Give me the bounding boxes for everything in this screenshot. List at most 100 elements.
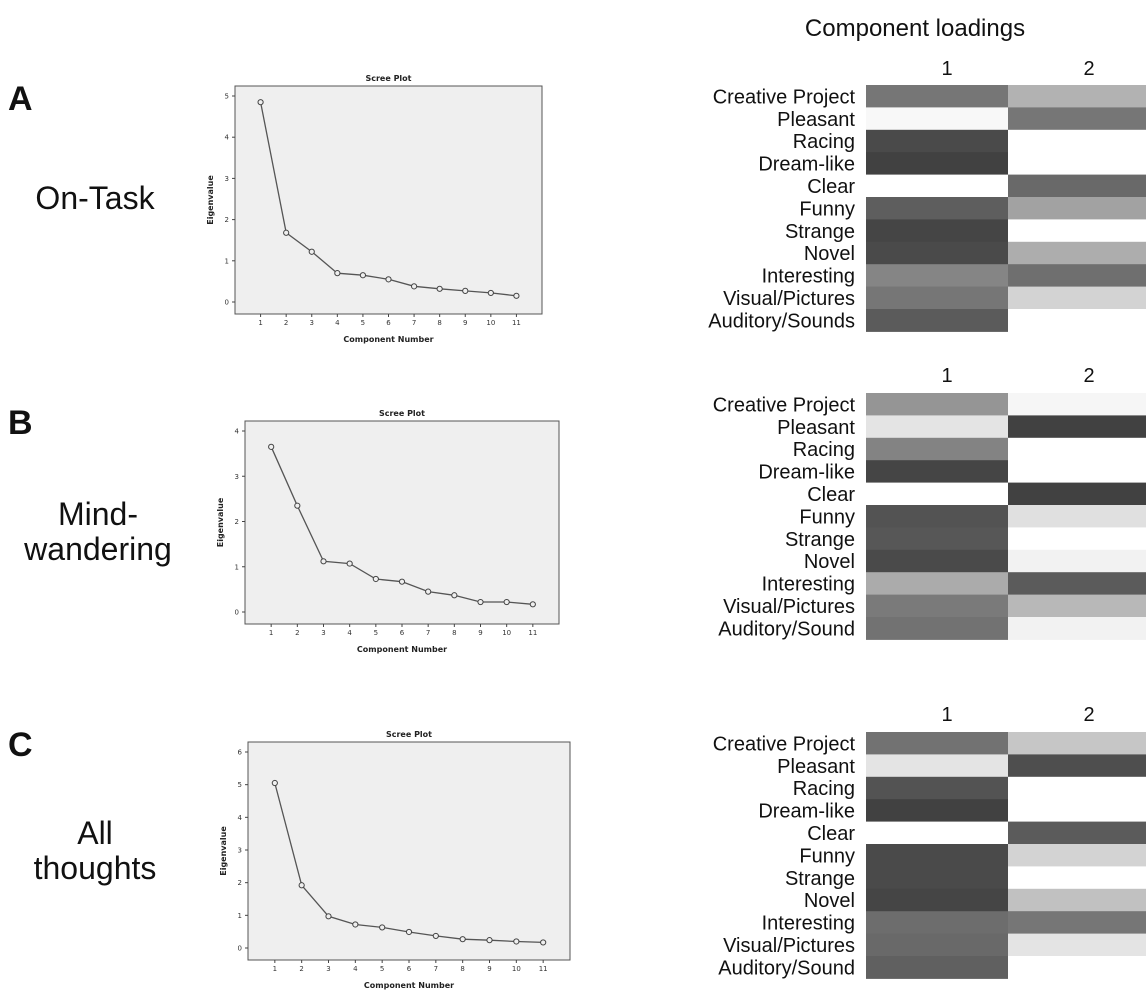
loading-cell bbox=[1008, 732, 1146, 755]
loading-cell bbox=[1008, 911, 1146, 934]
loadings-title: Component loadings bbox=[805, 15, 1025, 42]
x-tick-label: 8 bbox=[460, 965, 464, 973]
loading-cell bbox=[866, 550, 1008, 573]
y-tick-label: 4 bbox=[238, 814, 243, 822]
loading-cell bbox=[1008, 152, 1146, 175]
scree-plot: Scree Plot Component Number Eigenvalue 0 1 2 3… bbox=[219, 730, 570, 990]
loading-row-label: Clear bbox=[807, 484, 855, 506]
loading-row-label: Funny bbox=[799, 506, 855, 528]
x-tick-label: 5 bbox=[374, 629, 378, 637]
loading-row-label: Racing bbox=[793, 131, 855, 153]
loadings-heatmap: 1 2 Creative ProjectPleasantRacingDream-li… bbox=[713, 365, 1146, 640]
loading-cell bbox=[866, 287, 1008, 310]
eigenvalue-point bbox=[380, 925, 385, 930]
eigenvalue-point bbox=[530, 602, 535, 607]
panel-letter: B bbox=[8, 404, 33, 442]
y-tick-label: 5 bbox=[238, 781, 242, 789]
component-column-label: 1 bbox=[941, 365, 952, 387]
loading-cell bbox=[1008, 219, 1146, 242]
x-tick-label: 2 bbox=[299, 965, 303, 973]
condition-label: thoughts bbox=[34, 850, 157, 886]
loading-cell bbox=[866, 460, 1008, 483]
x-tick-label: 4 bbox=[353, 965, 358, 973]
loading-cell bbox=[866, 242, 1008, 265]
panel-b: B Mind-wandering Scree Plot Component Numbe… bbox=[8, 365, 1146, 654]
x-tick-label: 5 bbox=[380, 965, 384, 973]
loading-row-label: Pleasant bbox=[777, 756, 855, 778]
loading-cell bbox=[866, 844, 1008, 867]
panel-letter: A bbox=[8, 80, 33, 118]
loading-cell bbox=[1008, 264, 1146, 287]
x-tick-label: 10 bbox=[512, 965, 521, 973]
y-axis-label: Eigenvalue bbox=[206, 175, 215, 225]
x-tick-label: 10 bbox=[486, 319, 495, 327]
loadings-heatmap: 1 2 Creative ProjectPleasantRacingDream-li… bbox=[713, 704, 1146, 979]
loading-cell bbox=[866, 572, 1008, 595]
x-tick-label: 6 bbox=[386, 319, 391, 327]
loading-cell bbox=[866, 617, 1008, 640]
condition-label: On-Task bbox=[35, 180, 155, 216]
y-tick-label: 0 bbox=[238, 945, 242, 953]
loading-row-label: Novel bbox=[804, 243, 855, 265]
eigenvalue-point bbox=[541, 940, 546, 945]
y-tick-label: 4 bbox=[225, 134, 230, 142]
loading-cell bbox=[1008, 866, 1146, 889]
eigenvalue-point bbox=[452, 593, 457, 598]
loading-cell bbox=[1008, 822, 1146, 845]
loading-cell bbox=[1008, 130, 1146, 153]
loading-cell bbox=[1008, 550, 1146, 573]
loading-row-label: Visual/Pictures bbox=[723, 935, 855, 957]
loading-row-label: Visual/Pictures bbox=[723, 288, 855, 310]
loading-row-label: Novel bbox=[804, 551, 855, 573]
y-tick-label: 0 bbox=[235, 609, 239, 617]
loading-row-label: Funny bbox=[799, 845, 855, 867]
panels-layer: A On-Task Scree Plot Component Number Eigenv… bbox=[8, 58, 1146, 990]
loading-row-label: Creative Project bbox=[713, 86, 856, 108]
loading-cell bbox=[1008, 595, 1146, 618]
eigenvalue-point bbox=[406, 929, 411, 934]
loading-cell bbox=[1008, 799, 1146, 822]
loading-row-label: Visual/Pictures bbox=[723, 596, 855, 618]
component-column-label: 2 bbox=[1083, 704, 1094, 726]
eigenvalue-point bbox=[335, 271, 340, 276]
x-tick-label: 3 bbox=[326, 965, 330, 973]
loading-row-label: Funny bbox=[799, 198, 855, 220]
loading-cell bbox=[866, 889, 1008, 912]
loading-cell bbox=[1008, 777, 1146, 800]
loading-cell bbox=[1008, 287, 1146, 310]
loading-cell bbox=[1008, 460, 1146, 483]
loading-cell bbox=[1008, 889, 1146, 912]
x-tick-label: 5 bbox=[361, 319, 365, 327]
x-tick-label: 2 bbox=[284, 319, 288, 327]
y-tick-label: 3 bbox=[238, 847, 242, 855]
eigenvalue-point bbox=[426, 589, 431, 594]
x-tick-label: 6 bbox=[407, 965, 412, 973]
loading-cell bbox=[866, 219, 1008, 242]
x-tick-label: 11 bbox=[512, 319, 521, 327]
x-tick-label: 4 bbox=[335, 319, 340, 327]
eigenvalue-point bbox=[269, 444, 274, 449]
loading-row-label: Racing bbox=[793, 439, 855, 461]
x-axis-label: Component Number bbox=[343, 335, 433, 344]
plot-title: Scree Plot bbox=[365, 74, 411, 83]
eigenvalue-point bbox=[487, 938, 492, 943]
x-tick-label: 9 bbox=[487, 965, 491, 973]
y-tick-label: 2 bbox=[225, 216, 229, 224]
y-tick-label: 3 bbox=[225, 175, 229, 183]
loading-cell bbox=[866, 483, 1008, 506]
eigenvalue-point bbox=[309, 249, 314, 254]
x-tick-label: 2 bbox=[295, 629, 299, 637]
y-axis-label: Eigenvalue bbox=[219, 826, 228, 876]
condition-label: Mind- bbox=[58, 496, 138, 532]
scree-plot: Scree Plot Component Number Eigenvalue 0 1 2 3… bbox=[216, 409, 559, 654]
loading-cell bbox=[1008, 438, 1146, 461]
loading-row-label: Creative Project bbox=[713, 733, 856, 755]
loading-row-label: Strange bbox=[785, 868, 855, 890]
loading-row-label: Strange bbox=[785, 529, 855, 551]
loading-cell bbox=[1008, 754, 1146, 777]
loading-cell bbox=[866, 175, 1008, 198]
component-column-label: 1 bbox=[941, 704, 952, 726]
loading-cell bbox=[866, 415, 1008, 438]
y-tick-label: 1 bbox=[238, 912, 242, 920]
eigenvalue-point bbox=[272, 780, 277, 785]
